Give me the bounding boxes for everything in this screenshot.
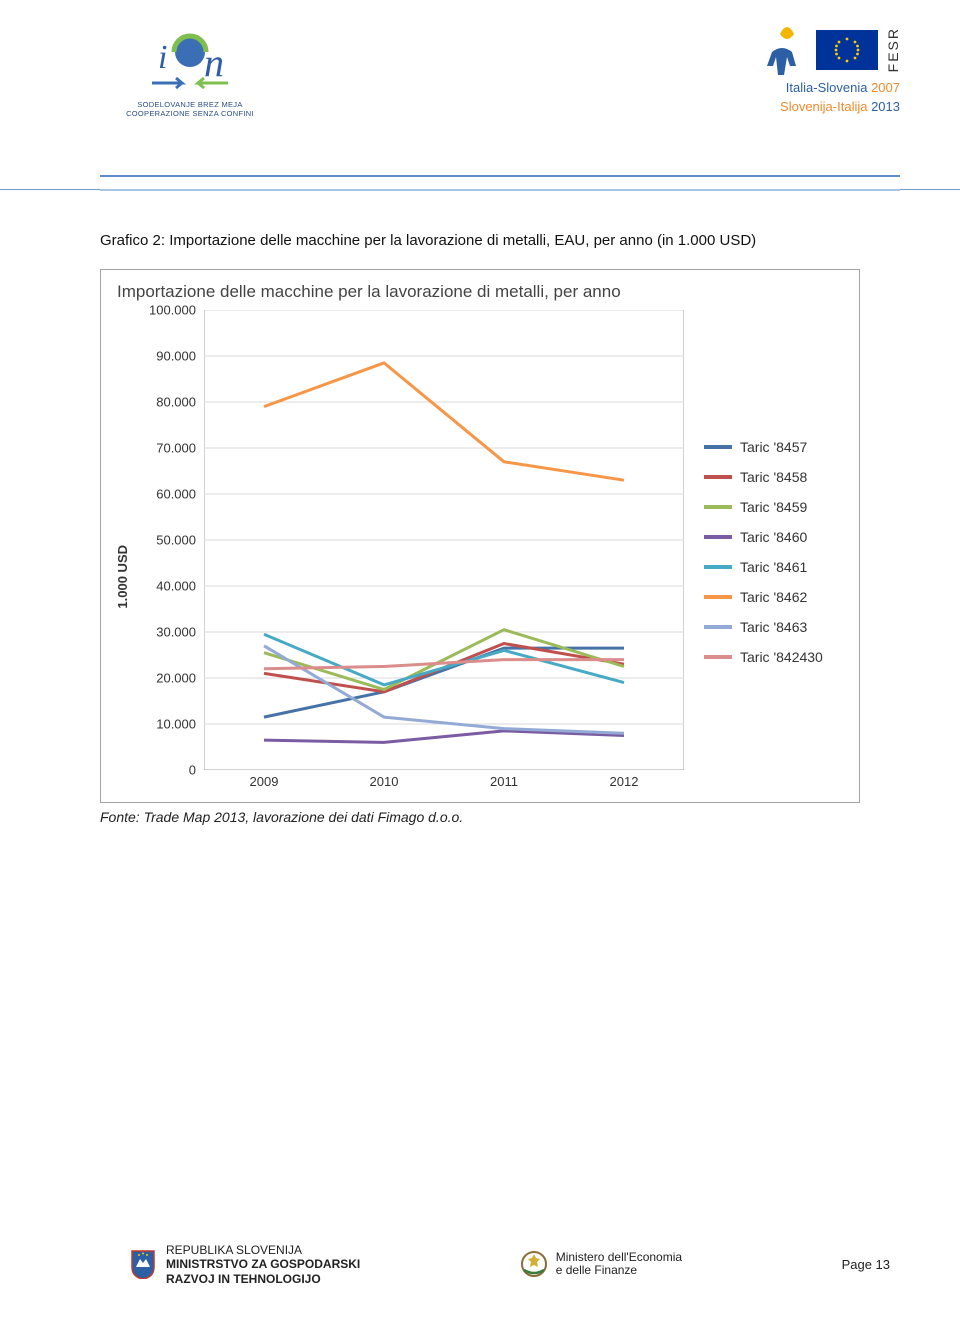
page-number: Page 13 [842,1257,890,1272]
chart-legend: Taric '8457 Taric '8458 Taric '8459 Taric '… [684,310,849,794]
chart-ytick: 50.000 [156,532,196,547]
legend-label: Taric '8463 [740,619,807,635]
legend-item: Taric '8463 [704,619,849,635]
legend-swatch [704,445,732,449]
chart-ytick: 30.000 [156,624,196,639]
chart-ytick: 40.000 [156,578,196,593]
legend-swatch [704,505,732,509]
legend-swatch [704,655,732,659]
legend-swatch [704,535,732,539]
chart-xtick: 2011 [490,774,518,789]
footer-ministry-block: Ministero dell'Economia e delle Finanze [520,1250,682,1278]
legend-item: Taric '8458 [704,469,849,485]
legend-label: Taric '8462 [740,589,807,605]
chart-ytick: 100.000 [149,302,196,317]
chart-ylabel: 1.000 USD [111,495,130,609]
footer-slovenia-block: REPUBLIKA SLOVENIJA MINISTRSTVO ZA GOSPO… [130,1243,360,1286]
legend-label: Taric '8458 [740,469,807,485]
chart-container: Importazione delle macchine per la lavor… [100,269,860,803]
legend-label: Taric '8457 [740,439,807,455]
legend-label: Taric '842430 [740,649,823,665]
program-name-line1: Italia-Slovenia 2007 [660,80,900,95]
legend-item: Taric '8459 [704,499,849,515]
chart-ytick: 90.000 [156,348,196,363]
legend-item: Taric '842430 [704,649,849,665]
chart-ytick: 60.000 [156,486,196,501]
footer-slo-line1: REPUBLIKA SLOVENIJA [166,1243,360,1257]
footer-slo-line3: RAZVOJ IN TEHNOLOGIJO [166,1272,360,1286]
legend-swatch [704,625,732,629]
legend-swatch [704,475,732,479]
program-logo-right: FESR Italia-Slovenia 2007 Slovenija-Ital… [660,24,900,114]
chart-yticks: 010.00020.00030.00040.00050.00060.00070.… [134,310,196,770]
figure-caption: Grafico 2: Importazione delle macchine p… [100,230,860,253]
chart-xtick: 2010 [370,774,399,789]
fesr-label: FESR [886,27,900,72]
figure-source: Fonte: Trade Map 2013, lavorazione dei d… [100,809,860,825]
legend-item: Taric '8457 [704,439,849,455]
legend-swatch [704,565,732,569]
footer-min-line2: e delle Finanze [556,1264,682,1277]
svg-text:n: n [204,40,224,85]
program-name-line2: Slovenija-Italija 2013 [660,99,900,114]
legend-swatch [704,595,732,599]
page-header: i n SODELOVANJE BREZ MEJA COOPERAZIONE S… [0,0,960,190]
legend-item: Taric '8462 [704,589,849,605]
slovenia-coat-icon [130,1249,156,1279]
interreg-figure-icon [766,24,808,76]
svg-text:i: i [158,39,167,76]
legend-label: Taric '8460 [740,529,807,545]
chart-xtick: 2012 [610,774,639,789]
chart-plot [204,310,684,770]
page-content: Grafico 2: Importazione delle macchine p… [0,190,960,825]
chart-title: Importazione delle macchine per la lavor… [111,282,849,302]
italy-emblem-icon [520,1250,548,1278]
legend-label: Taric '8461 [740,559,807,575]
program-tagline: SODELOVANJE BREZ MEJA COOPERAZIONE SENZA… [110,100,270,118]
eu-flag-icon [816,30,878,70]
chart-ytick: 10.000 [156,716,196,731]
legend-item: Taric '8460 [704,529,849,545]
footer-slo-line2: MINISTRSTVO ZA GOSPODARSKI [166,1257,360,1271]
icon-logo-mark: i n [130,28,250,98]
chart-xticks: 2009 2010 2011 2012 [204,770,684,794]
program-logo-left: i n SODELOVANJE BREZ MEJA COOPERAZIONE S… [110,28,270,118]
legend-item: Taric '8461 [704,559,849,575]
chart-ytick: 70.000 [156,440,196,455]
chart-ytick: 80.000 [156,394,196,409]
chart-plot-wrap: 010.00020.00030.00040.00050.00060.00070.… [204,310,684,794]
chart-xtick: 2009 [250,774,279,789]
chart-ytick: 0 [189,762,196,777]
chart-ytick: 20.000 [156,670,196,685]
legend-label: Taric '8459 [740,499,807,515]
page-footer: REPUBLIKA SLOVENIJA MINISTRSTVO ZA GOSPO… [0,1243,960,1286]
